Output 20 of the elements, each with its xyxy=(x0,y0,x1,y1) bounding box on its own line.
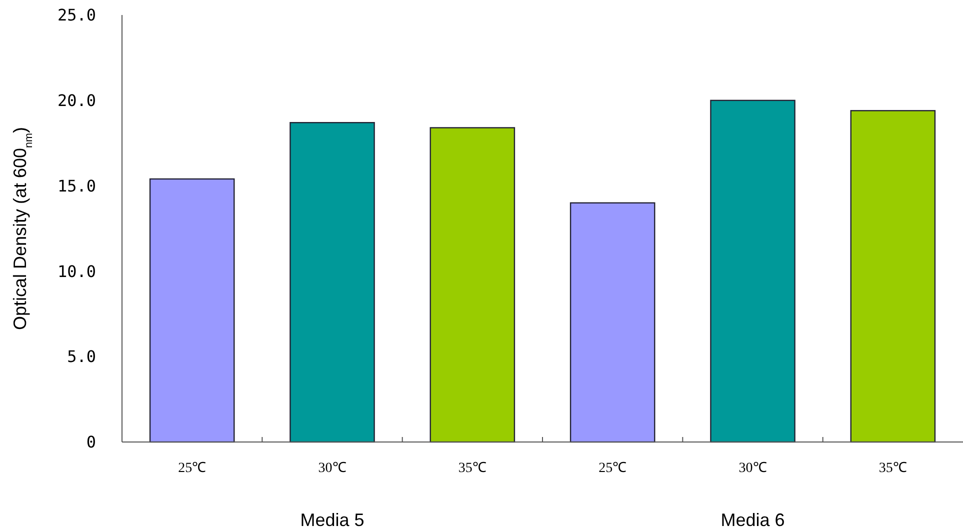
text: Media 5 xyxy=(300,510,364,530)
y-tick-label: 10.0 xyxy=(57,262,96,281)
x-tick-label: 25℃ xyxy=(178,461,206,476)
y-tick-label: 20.0 xyxy=(57,91,96,110)
y-tick-label: 25.0 xyxy=(57,6,96,25)
text: Media 6 xyxy=(720,510,785,530)
x-tick-label: 35℃ xyxy=(458,461,486,476)
bar xyxy=(710,100,796,443)
y-tick-label: 15.0 xyxy=(57,176,96,196)
x-tick-label: 30℃ xyxy=(738,461,767,476)
y-tick-label: 0 xyxy=(86,432,96,452)
x-tick-label: 25℃ xyxy=(598,461,627,476)
y-tick-label: 5.0 xyxy=(67,347,96,366)
bar xyxy=(290,122,375,443)
bar xyxy=(149,178,235,443)
x-tick-label: 30℃ xyxy=(318,461,346,476)
bar xyxy=(430,127,516,443)
x-tick-label: 35℃ xyxy=(878,461,907,476)
bar xyxy=(850,110,936,443)
bar xyxy=(570,202,656,443)
